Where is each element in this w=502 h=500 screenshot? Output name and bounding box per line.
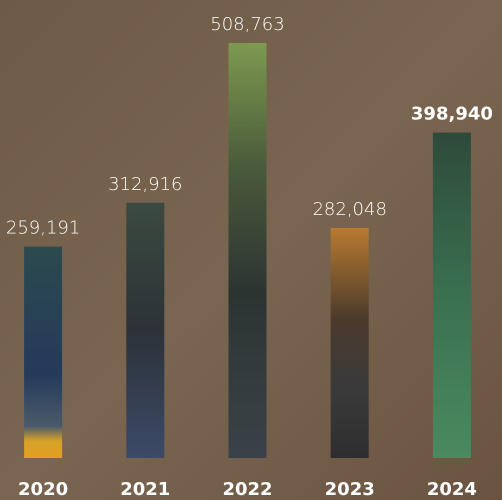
bar (228, 43, 267, 458)
x-tick-label: 2024 (427, 479, 477, 500)
bar (24, 246, 63, 458)
bar (126, 202, 165, 458)
x-tick-label: 2020 (18, 479, 68, 500)
plot-area: 259,191 2020 312,916 2021 508,763 2022 282,048… (6, 14, 493, 500)
x-tick-label: 2021 (120, 479, 170, 500)
x-tick-label: 2023 (325, 479, 375, 500)
value-label: 508,763 (210, 14, 284, 35)
bar (432, 132, 471, 458)
value-label: 259,191 (6, 218, 80, 239)
value-label: 282,048 (312, 199, 386, 220)
bar (330, 227, 369, 458)
x-tick-label: 2022 (222, 479, 272, 500)
value-label: 398,940 (411, 104, 493, 125)
value-label: 312,916 (108, 174, 182, 195)
